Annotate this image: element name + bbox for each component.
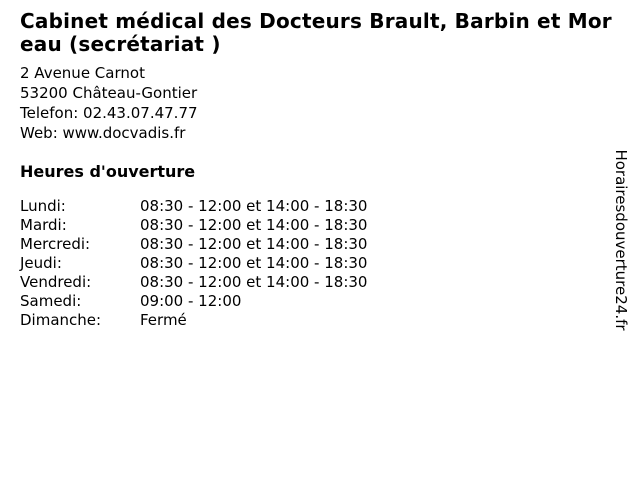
day-label: Dimanche: — [20, 311, 102, 329]
address-line-2: 53200 Château-Gontier — [20, 84, 198, 102]
contact-block: 2 Avenue Carnot 53200 Château-Gontier Te… — [20, 63, 622, 143]
day-label: Vendredi: — [20, 273, 92, 291]
phone-line: Telefon: 02.43.07.47.77 — [20, 104, 198, 122]
watermark-vertical-text: Horairesdouverture24.fr — [612, 149, 630, 331]
opening-hours-heading: Heures d'ouverture — [20, 162, 196, 181]
day-hours: Fermé — [140, 311, 187, 329]
day-label: Mercredi: — [20, 235, 91, 253]
day-hours: 08:30 - 12:00 et 14:00 - 18:30 — [140, 197, 368, 215]
address-line-1: 2 Avenue Carnot — [20, 64, 145, 82]
day-hours: 08:30 - 12:00 et 14:00 - 18:30 — [140, 273, 368, 291]
hours-row-friday: Vendredi: 08:30 - 12:00 et 14:00 - 18:30 — [20, 273, 622, 292]
day-hours: 09:00 - 12:00 — [140, 292, 242, 310]
opening-hours-table: Lundi: 08:30 - 12:00 et 14:00 - 18:30 Ma… — [20, 197, 622, 330]
hours-row-saturday: Samedi: 09:00 - 12:00 — [20, 292, 622, 311]
hours-row-thursday: Jeudi: 08:30 - 12:00 et 14:00 - 18:30 — [20, 254, 622, 273]
hours-row-monday: Lundi: 08:30 - 12:00 et 14:00 - 18:30 — [20, 197, 622, 216]
hours-row-sunday: Dimanche: Fermé — [20, 311, 622, 330]
day-label: Lundi: — [20, 197, 66, 215]
day-label: Mardi: — [20, 216, 67, 234]
day-label: Samedi: — [20, 292, 82, 310]
day-hours: 08:30 - 12:00 et 14:00 - 18:30 — [140, 235, 368, 253]
page-title: Cabinet médical des Docteurs Brault, Bar… — [20, 9, 612, 56]
day-label: Jeudi: — [20, 254, 62, 272]
day-hours: 08:30 - 12:00 et 14:00 - 18:30 — [140, 254, 368, 272]
hours-row-wednesday: Mercredi: 08:30 - 12:00 et 14:00 - 18:30 — [20, 235, 622, 254]
website-line: Web: www.docvadis.fr — [20, 124, 186, 142]
listing-page: Cabinet médical des Docteurs Brault, Bar… — [20, 10, 622, 330]
day-hours: 08:30 - 12:00 et 14:00 - 18:30 — [140, 216, 368, 234]
hours-row-tuesday: Mardi: 08:30 - 12:00 et 14:00 - 18:30 — [20, 216, 622, 235]
